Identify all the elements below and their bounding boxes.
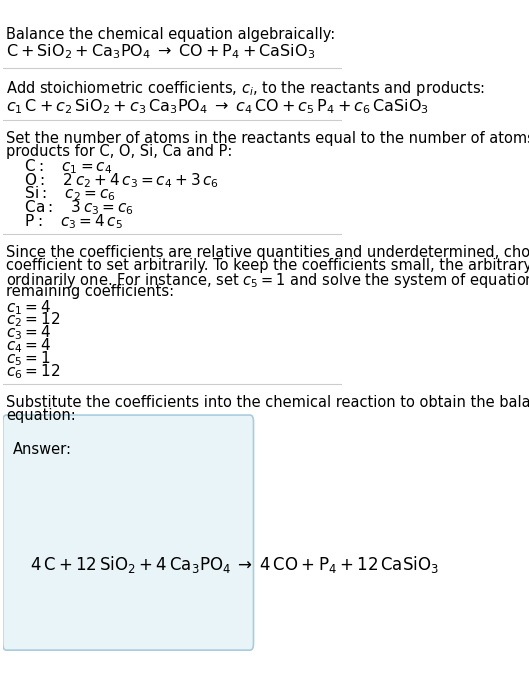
Text: Set the number of atoms in the reactants equal to the number of atoms in the: Set the number of atoms in the reactants… <box>6 131 529 146</box>
Text: equation:: equation: <box>6 408 76 423</box>
Text: Add stoichiometric coefficients, $c_i$, to the reactants and products:: Add stoichiometric coefficients, $c_i$, … <box>6 79 486 98</box>
Text: $c_5 = 1$: $c_5 = 1$ <box>6 350 51 368</box>
Text: Balance the chemical equation algebraically:: Balance the chemical equation algebraica… <box>6 27 335 42</box>
Text: $c_1\, \mathregular{C} + c_2\, \mathregular{SiO_2} + c_3\, \mathregular{Ca_3PO_4: $c_1\, \mathregular{C} + c_2\, \mathregu… <box>6 97 429 115</box>
Text: $c_2 = 12$: $c_2 = 12$ <box>6 311 60 330</box>
Text: coefficient to set arbitrarily. To keep the coefficients small, the arbitrary va: coefficient to set arbitrarily. To keep … <box>6 258 529 273</box>
Text: Substitute the coefficients into the chemical reaction to obtain the balanced: Substitute the coefficients into the che… <box>6 395 529 410</box>
Text: $\mathregular{4\,C + 12\,SiO_2 + 4\,Ca_3PO_4 \;\rightarrow\; 4\,CO + P_4 + 12\,C: $\mathregular{4\,C + 12\,SiO_2 + 4\,Ca_3… <box>30 554 439 576</box>
Text: $c_1 = 4$: $c_1 = 4$ <box>6 298 51 317</box>
Text: products for C, O, Si, Ca and P:: products for C, O, Si, Ca and P: <box>6 144 233 159</box>
Text: $c_6 = 12$: $c_6 = 12$ <box>6 363 60 381</box>
Text: $c_4 = 4$: $c_4 = 4$ <box>6 337 51 355</box>
Text: $\quad\; \mathregular{C:}\quad c_1 = c_4$: $\quad\; \mathregular{C:}\quad c_1 = c_4… <box>6 157 113 176</box>
Text: $\quad\; \mathregular{Ca:}\quad 3\,c_3 = c_6$: $\quad\; \mathregular{Ca:}\quad 3\,c_3 =… <box>6 199 134 217</box>
Text: $\mathregular{C + SiO_2 + Ca_3PO_4 \;\rightarrow\; CO + P_4 + CaSiO_3}$: $\mathregular{C + SiO_2 + Ca_3PO_4 \;\ri… <box>6 43 315 61</box>
FancyBboxPatch shape <box>3 415 253 650</box>
Text: Since the coefficients are relative quantities and underdetermined, choose a: Since the coefficients are relative quan… <box>6 245 529 260</box>
Text: Answer:: Answer: <box>13 442 72 458</box>
Text: $c_3 = 4$: $c_3 = 4$ <box>6 324 51 342</box>
Text: remaining coefficients:: remaining coefficients: <box>6 284 174 300</box>
Text: $\quad\; \mathregular{Si:}\quad c_2 = c_6$: $\quad\; \mathregular{Si:}\quad c_2 = c_… <box>6 185 116 203</box>
Text: $\quad\; \mathregular{O:}\quad 2\,c_2 + 4\,c_3 = c_4 + 3\,c_6$: $\quad\; \mathregular{O:}\quad 2\,c_2 + … <box>6 171 219 190</box>
Text: ordinarily one. For instance, set $c_5 = 1$ and solve the system of equations fo: ordinarily one. For instance, set $c_5 =… <box>6 271 529 291</box>
Text: $\quad\; \mathregular{P:}\quad c_3 = 4\,c_5$: $\quad\; \mathregular{P:}\quad c_3 = 4\,… <box>6 212 123 231</box>
